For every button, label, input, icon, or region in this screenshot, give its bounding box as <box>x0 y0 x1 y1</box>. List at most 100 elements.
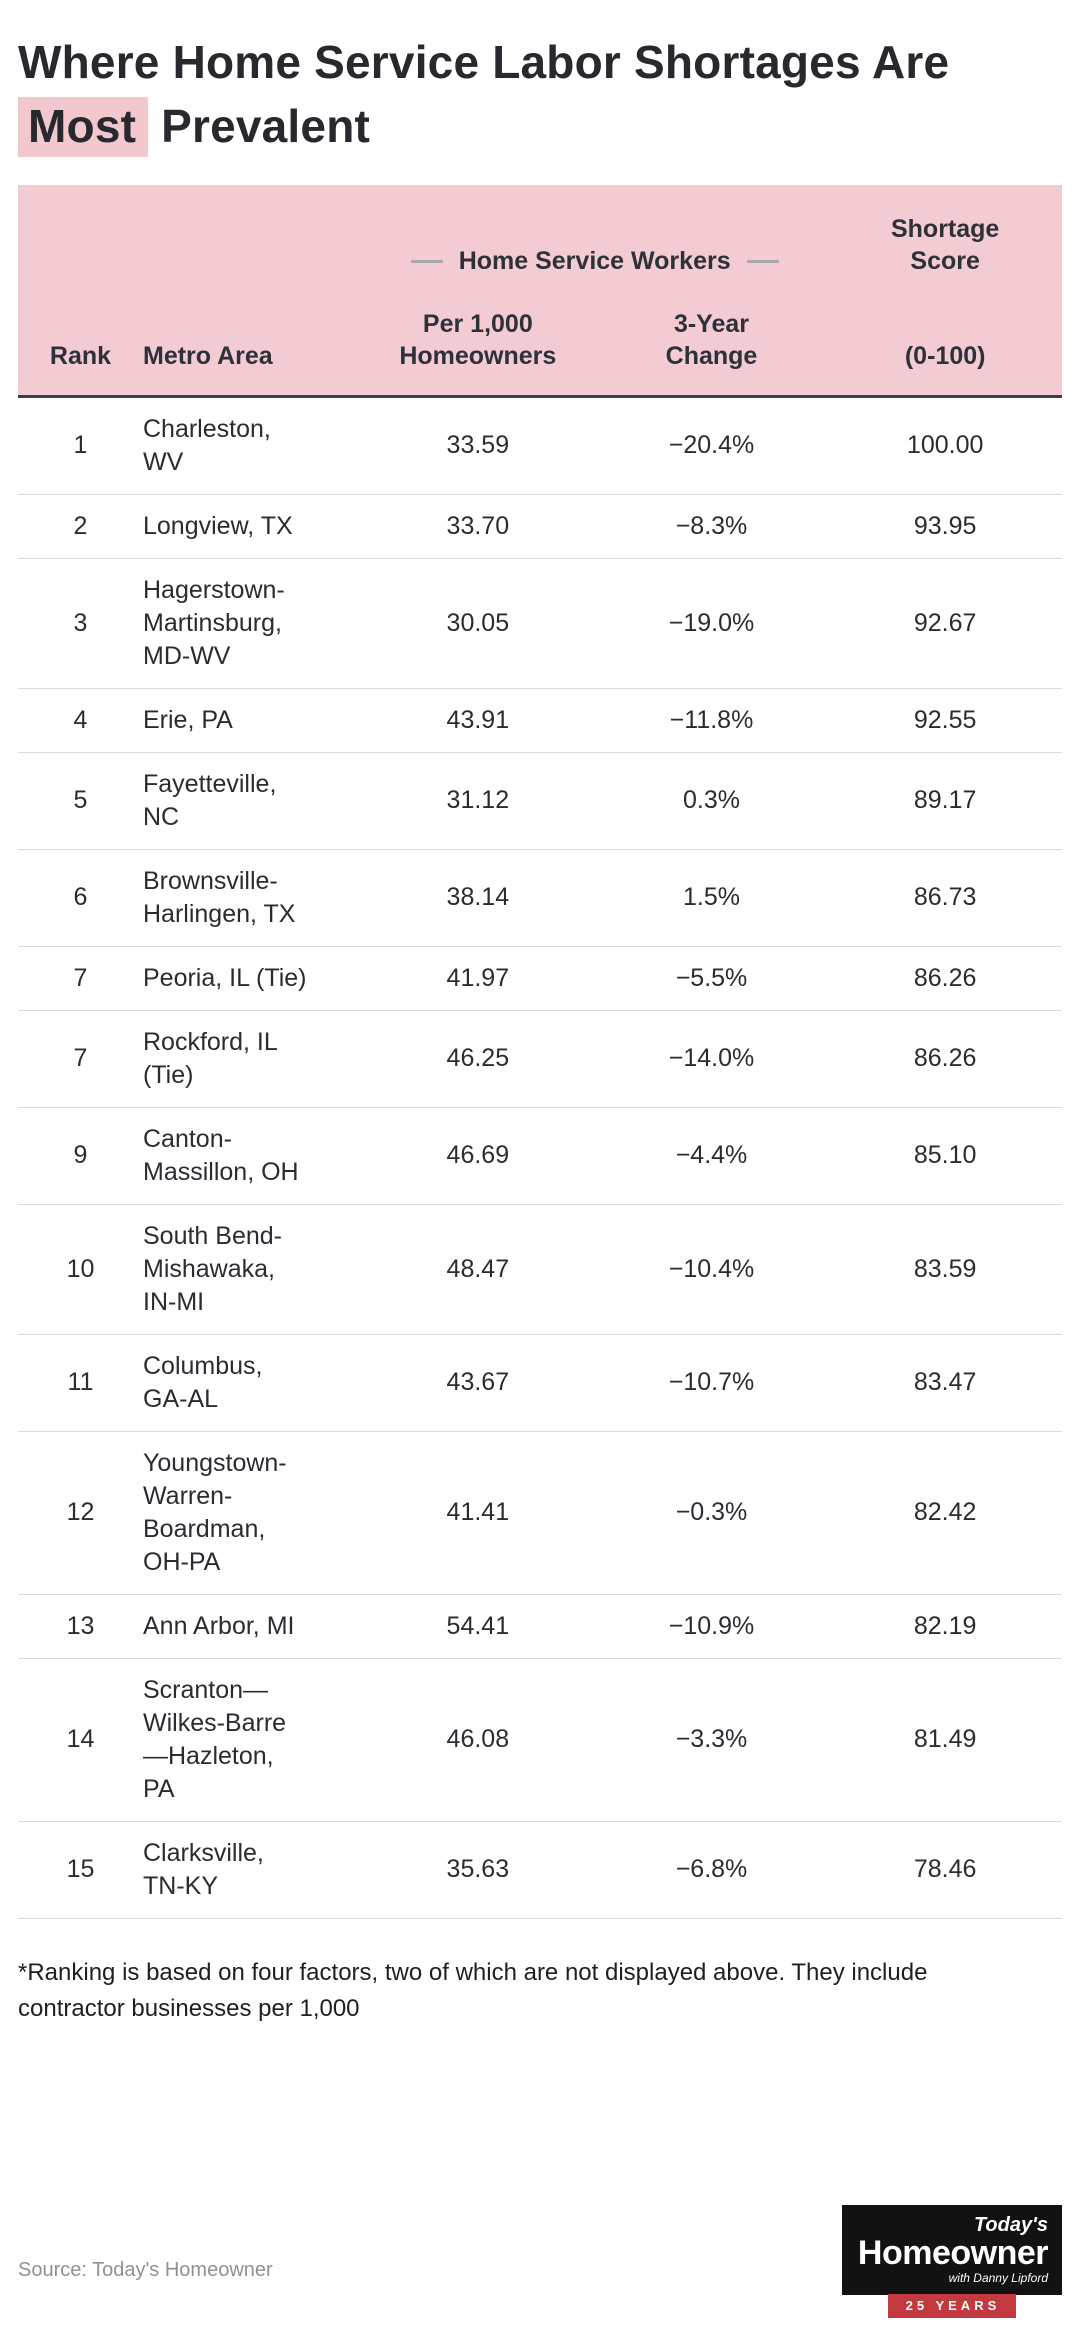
rank-cell: 2 <box>73 511 88 540</box>
group-header-home-service-workers: Home Service Workers <box>361 245 828 278</box>
3-year-change-cell: −8.3% <box>675 511 748 540</box>
3-year-change-cell: −11.8% <box>669 705 754 734</box>
per-1000-homeowners-cell: 46.08 <box>446 1725 510 1754</box>
brand-logo-box: Today's Homeowner with Danny Lipford <box>841 2204 1062 2295</box>
per-1000-homeowners-cell: 33.70 <box>446 511 510 540</box>
shortage-score-cell: 82.42 <box>913 1498 977 1527</box>
metro-area-cell: Hagerstown-Martinsburg, MD-WV <box>143 575 285 670</box>
metro-area-cell: Longview, TX <box>143 511 293 540</box>
table-row: 9 Canton-Massillon, OH 46.69 −4.4% 85.10 <box>18 1108 1062 1205</box>
rank-cell: 5 <box>73 786 88 815</box>
3-year-change-cell: 0.3% <box>683 786 740 815</box>
logo-tagline-text: with Danny Lipford <box>948 2271 1048 2286</box>
rank-cell: 12 <box>66 1498 95 1527</box>
rank-cell: 6 <box>73 883 88 912</box>
table-row: 12 Youngstown-Warren-Boardman, OH-PA 41.… <box>18 1432 1062 1595</box>
per-1000-homeowners-cell: 46.69 <box>446 1141 510 1170</box>
table-row: 6 Brownsville-Harlingen, TX 38.14 1.5% 8… <box>18 850 1062 947</box>
rank-cell: 3 <box>73 608 88 637</box>
rank-cell: 11 <box>67 1368 94 1397</box>
dash-right-icon <box>746 260 779 264</box>
metro-area-cell: Peoria, IL (Tie) <box>143 963 307 992</box>
table-row: 10 South Bend-Mishawaka, IN-MI 48.47 −10… <box>18 1205 1062 1335</box>
shortage-score-cell: 78.46 <box>913 1855 977 1884</box>
3-year-change-cell: 1.5% <box>683 883 740 912</box>
table-row: 4 Erie, PA 43.91 −11.8% 92.55 <box>18 689 1062 753</box>
shortage-score-cell: 83.47 <box>913 1368 977 1397</box>
metro-area-cell: South Bend-Mishawaka, IN-MI <box>143 1221 282 1316</box>
3-year-change-cell: −10.4% <box>668 1254 755 1283</box>
rank-cell: 1 <box>73 431 88 460</box>
3-year-change-cell: −0.3% <box>675 1498 748 1527</box>
shortage-score-cell: 86.73 <box>913 883 977 912</box>
shortage-score-cell: 92.55 <box>913 705 977 734</box>
shortage-score-cell: 89.17 <box>913 786 977 815</box>
3-year-change-cell: −10.9% <box>668 1611 755 1640</box>
metro-area-cell: Ann Arbor, MI <box>143 1611 295 1640</box>
shortage-score-cell: 85.10 <box>913 1141 977 1170</box>
col-header-score-range: (0-100) <box>904 342 986 371</box>
col-header-per-1000-homeowners: Per 1,000 Homeowners <box>399 309 557 371</box>
metro-area-cell: Scranton—Wilkes-Barre—Hazleton, PA <box>143 1675 287 1803</box>
metro-area-cell: Charleston, WV <box>143 414 271 476</box>
rank-cell: 7 <box>73 1044 88 1073</box>
per-1000-homeowners-cell: 35.63 <box>446 1855 510 1884</box>
table-body: 1 Charleston, WV 33.59 −20.4% 100.00 2 L… <box>18 398 1062 1919</box>
table-row: 2 Longview, TX 33.70 −8.3% 93.95 <box>18 495 1062 559</box>
logo-25-years-ribbon: 25 YEARS <box>887 2294 1017 2318</box>
3-year-change-cell: −3.3% <box>675 1725 748 1754</box>
table-row: 1 Charleston, WV 33.59 −20.4% 100.00 <box>18 398 1062 495</box>
metro-area-cell: Brownsville-Harlingen, TX <box>143 866 296 928</box>
source-text: Source: Today's Homeowner <box>18 2259 273 2281</box>
per-1000-homeowners-cell: 38.14 <box>446 883 510 912</box>
rank-cell: 14 <box>66 1725 95 1754</box>
metro-area-cell: Clarksville, TN-KY <box>143 1838 264 1900</box>
shortage-score-cell: 92.67 <box>913 608 977 637</box>
metro-area-cell: Rockford, IL (Tie) <box>143 1027 277 1089</box>
col-header-rank: Rank <box>49 342 112 371</box>
per-1000-homeowners-cell: 48.47 <box>446 1254 510 1283</box>
3-year-change-cell: −14.0% <box>668 1044 755 1073</box>
rank-cell: 15 <box>66 1855 95 1884</box>
labor-shortage-table: Home Service Workers Shortage Score Rank… <box>18 184 1062 1919</box>
table-row: 11 Columbus, GA-AL 43.67 −10.7% 83.47 <box>18 1335 1062 1432</box>
shortage-score-cell: 82.19 <box>913 1611 977 1640</box>
table-row: 5 Fayetteville, NC 31.12 0.3% 89.17 <box>18 753 1062 850</box>
footer: Source: Today's Homeowner Today's Homeow… <box>18 2204 1062 2318</box>
logo-todays-text: Today's <box>973 2213 1048 2236</box>
dash-left-icon <box>410 260 443 264</box>
per-1000-homeowners-cell: 43.91 <box>446 705 510 734</box>
col-header-3-year-change: 3-Year Change <box>665 309 758 371</box>
per-1000-homeowners-cell: 41.41 <box>446 1498 510 1527</box>
per-1000-homeowners-cell: 30.05 <box>446 608 510 637</box>
rank-cell: 9 <box>73 1141 88 1170</box>
title-highlight: Most <box>18 97 149 158</box>
table-row: 3 Hagerstown-Martinsburg, MD-WV 30.05 −1… <box>18 559 1062 689</box>
page-title: Where Home Service Labor Shortages Are Mo… <box>18 30 1062 159</box>
3-year-change-cell: −4.4% <box>675 1141 748 1170</box>
title-line-2-rest: Prevalent <box>148 100 371 153</box>
metro-area-cell: Youngstown-Warren-Boardman, OH-PA <box>143 1448 287 1576</box>
per-1000-homeowners-cell: 33.59 <box>446 431 510 460</box>
per-1000-homeowners-cell: 46.25 <box>446 1044 510 1073</box>
group-header-label: Home Service Workers <box>458 247 731 276</box>
shortage-score-cell: 86.26 <box>913 1044 977 1073</box>
metro-area-cell: Erie, PA <box>143 705 233 734</box>
table-row: 7 Rockford, IL (Tie) 46.25 −14.0% 86.26 <box>18 1011 1062 1108</box>
logo-homeowner-text: Homeowner <box>857 2233 1049 2272</box>
table-row: 7 Peoria, IL (Tie) 41.97 −5.5% 86.26 <box>18 947 1062 1011</box>
per-1000-homeowners-cell: 41.97 <box>446 963 510 992</box>
shortage-score-cell: 93.95 <box>913 511 977 540</box>
rank-cell: 4 <box>73 705 88 734</box>
table-row: 15 Clarksville, TN-KY 35.63 −6.8% 78.46 <box>18 1822 1062 1919</box>
metro-area-cell: Canton-Massillon, OH <box>143 1124 299 1186</box>
title-line-1: Where Home Service Labor Shortages Are <box>18 36 950 88</box>
col-header-metro-area: Metro Area <box>143 342 273 371</box>
3-year-change-cell: −20.4% <box>668 431 755 460</box>
col-header-shortage-score: Shortage Score <box>890 214 1000 276</box>
per-1000-homeowners-cell: 43.67 <box>446 1368 510 1397</box>
shortage-score-cell: 86.26 <box>913 963 977 992</box>
footnote: *Ranking is based on four factors, two o… <box>18 1958 928 2022</box>
shortage-score-cell: 83.59 <box>913 1254 977 1283</box>
